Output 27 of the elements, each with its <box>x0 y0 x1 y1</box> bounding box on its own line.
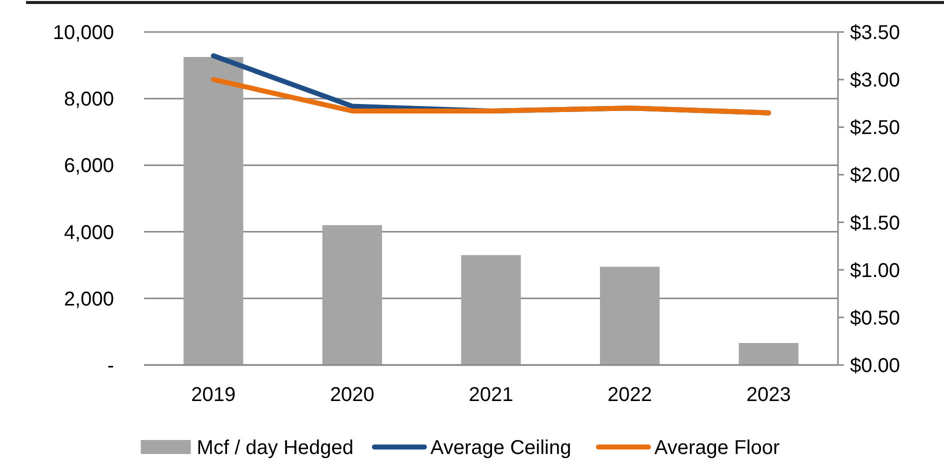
y2-tick-label: $1.50 <box>850 212 900 234</box>
y2-tick-label: $3.50 <box>850 22 900 44</box>
x-tick-label: 2021 <box>468 384 514 406</box>
y-tick-label: 4,000 <box>64 222 114 244</box>
y2-tick-label: $3.00 <box>850 70 900 92</box>
legend-label: Mcf / day Hedged <box>196 437 354 459</box>
y-tick-label: 6,000 <box>64 155 114 178</box>
legend-label: Average Ceiling <box>430 437 572 459</box>
y-tick-label: 10,000 <box>52 22 114 44</box>
bar <box>322 225 382 365</box>
y-tick-label: 2,000 <box>64 288 114 310</box>
x-tick-label: 2022 <box>608 384 652 406</box>
x-tick-label: 2019 <box>191 384 236 406</box>
y2-tick-label: $2.00 <box>850 164 900 187</box>
x-tick-label: 2020 <box>330 384 374 406</box>
bar <box>461 255 521 365</box>
x-tick-label: 2023 <box>746 384 791 406</box>
y-tick-label: - <box>107 355 114 377</box>
bar <box>184 56 244 365</box>
y2-tick-label: $0.50 <box>850 307 900 330</box>
y2-tick-label: $0.00 <box>850 355 900 377</box>
bar <box>600 266 660 365</box>
legend-label: Average Floor <box>654 437 780 459</box>
bar <box>738 343 798 365</box>
y2-tick-label: $2.50 <box>850 117 900 140</box>
y2-tick-label: $1.00 <box>850 260 900 282</box>
y-tick-label: 8,000 <box>64 88 114 111</box>
